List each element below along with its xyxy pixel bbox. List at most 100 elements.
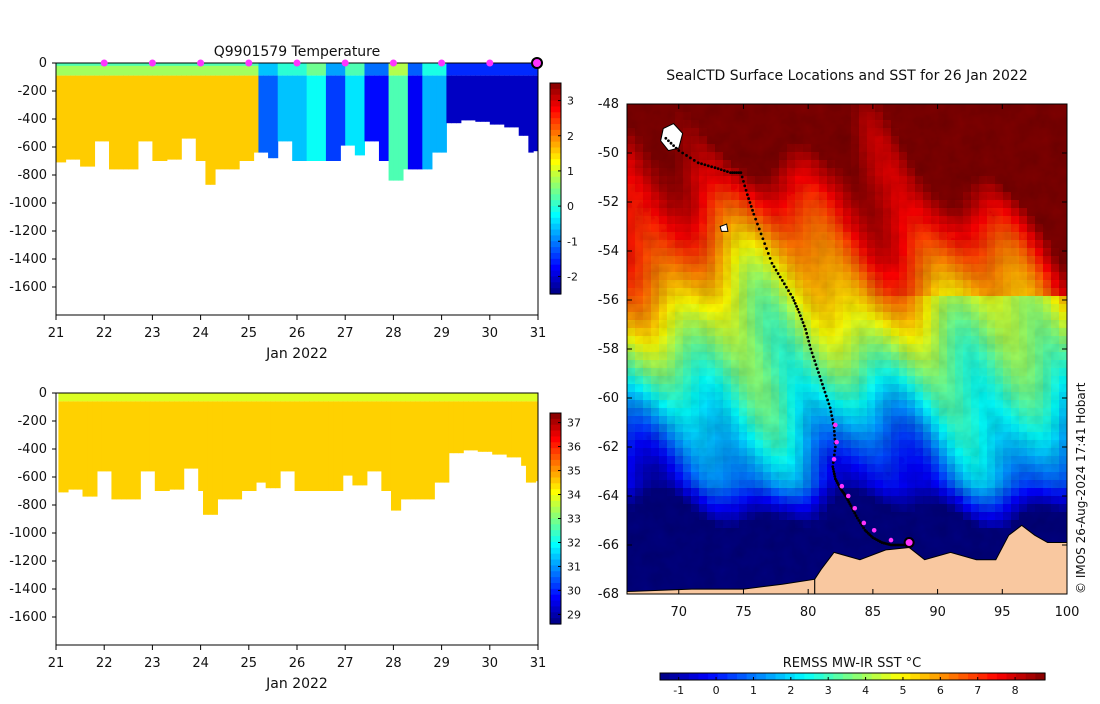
sst-cell	[723, 184, 732, 193]
sst-cell	[875, 496, 884, 505]
sst-cell	[851, 352, 860, 361]
track-highlight-point	[833, 422, 838, 428]
salinity-cell	[468, 401, 474, 451]
sst-cell	[683, 384, 692, 393]
sst-cell	[1043, 288, 1052, 297]
sst-cell	[851, 336, 860, 345]
temperature-cell	[229, 63, 235, 76]
sst-cell	[987, 120, 996, 129]
sst-cell	[883, 488, 892, 497]
sst-cell	[947, 304, 956, 313]
sst-cell	[955, 200, 964, 209]
sst-cell	[771, 560, 780, 569]
sst-cell	[923, 112, 932, 121]
sst-cell	[699, 328, 708, 337]
sst-cell	[739, 384, 748, 393]
sst-cell	[955, 536, 964, 545]
sst-cell	[995, 112, 1004, 121]
sst-colorbar-swatch	[794, 673, 805, 680]
salinity-cell	[357, 393, 363, 402]
sst-cell	[707, 576, 716, 585]
salinity-cell	[174, 393, 180, 402]
sst-cell	[835, 440, 844, 449]
sst-cell	[947, 344, 956, 353]
sst-cell	[867, 480, 876, 489]
sst-cell	[1027, 296, 1036, 305]
sst-cell	[883, 416, 892, 425]
temperature-cell	[301, 75, 308, 161]
sst-cell	[739, 184, 748, 193]
sst-cell	[1051, 536, 1060, 545]
sst-cell	[795, 368, 804, 377]
sst-cell	[971, 328, 980, 337]
sst-cell	[851, 120, 860, 129]
sst-cell	[947, 360, 956, 369]
sst-cell	[907, 184, 916, 193]
sst-cell	[859, 528, 868, 537]
sst-cell	[1011, 224, 1020, 233]
sst-cell	[1027, 472, 1036, 481]
temperature-cell	[350, 63, 356, 76]
sst-cell	[811, 160, 820, 169]
sst-cell	[979, 448, 988, 457]
sst-cell	[771, 272, 780, 281]
sst-cell	[795, 280, 804, 289]
sst-cell	[939, 528, 948, 537]
sst-cell	[803, 344, 812, 353]
sst-cell	[987, 488, 996, 497]
sst-cell	[755, 360, 764, 369]
sst-cell	[1043, 152, 1052, 161]
lon-tick-label: 75	[735, 605, 752, 620]
temperature-cell	[306, 63, 312, 76]
temperature-cell	[451, 63, 457, 76]
sst-cell	[979, 160, 988, 169]
sst-cell	[1059, 368, 1067, 377]
sst-cell	[739, 424, 748, 433]
sst-cell	[755, 504, 764, 513]
sst-cell	[699, 184, 708, 193]
sst-cell	[987, 376, 996, 385]
sst-cell	[867, 328, 876, 337]
y-tick-label: -1000	[9, 526, 47, 541]
sst-colorbar-swatch	[919, 673, 931, 680]
sst-colorbar-tick-label: -1	[673, 684, 684, 697]
sst-cell	[811, 296, 820, 305]
sst-cell	[675, 320, 684, 329]
salinity-cell	[241, 393, 247, 402]
sst-cell	[699, 424, 708, 433]
sst-cell	[963, 512, 972, 521]
sst-cell	[891, 192, 900, 201]
sst-cell	[691, 560, 700, 569]
sst-cell	[627, 128, 636, 137]
sst-cell	[859, 376, 868, 385]
sst-cell	[675, 528, 684, 537]
sst-cell	[915, 424, 924, 433]
sst-colorbar-swatch	[968, 673, 979, 680]
salinity-cell	[265, 393, 271, 402]
sst-cell	[675, 184, 684, 193]
sst-cell	[923, 128, 932, 137]
sst-cell	[811, 232, 820, 241]
sst-cell	[715, 416, 724, 425]
sst-cell	[851, 344, 860, 353]
salinity-cell	[198, 393, 204, 402]
sst-cell	[811, 264, 820, 273]
sst-cell	[787, 544, 796, 553]
temperature-cell	[268, 75, 274, 159]
sst-cell	[659, 240, 668, 249]
sst-cell	[755, 424, 764, 433]
x-tick-label: 24	[192, 326, 209, 341]
sst-cell	[667, 360, 676, 369]
sst-cell	[931, 152, 940, 161]
sst-cell	[947, 232, 956, 241]
sst-cell	[779, 128, 788, 137]
temperature-cell	[133, 63, 139, 76]
sst-cell	[955, 264, 964, 273]
sst-cell	[907, 496, 916, 505]
sst-cell	[819, 536, 828, 545]
sst-cell	[947, 392, 956, 401]
sst-cell	[891, 352, 900, 361]
track-highlight-point	[834, 439, 839, 445]
sst-cell	[891, 144, 900, 153]
sst-cell	[811, 136, 820, 145]
